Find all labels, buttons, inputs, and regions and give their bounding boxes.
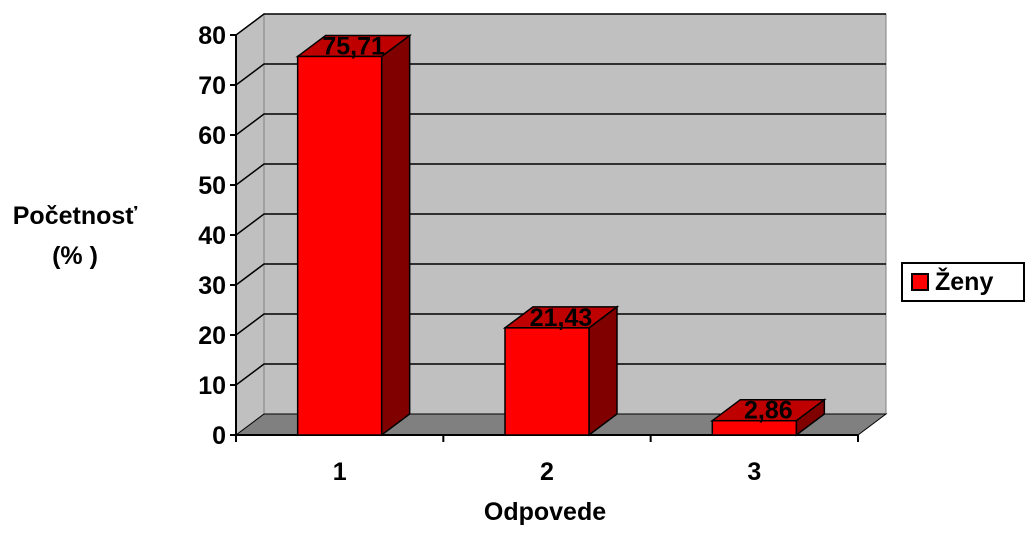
x-axis-title: Odpovede [483,498,607,526]
y-tick-label: 80 [198,22,226,50]
data-label: 2,86 [744,397,793,425]
y-tick-label: 60 [198,122,226,150]
data-label: 75,71 [322,32,385,60]
y-tick-label: 50 [198,172,226,200]
x-tick-label: 3 [747,458,761,486]
x-tick-label: 1 [333,458,347,486]
x-tick-label: 2 [540,458,554,486]
gridline [235,63,886,86]
legend: Ženy [901,262,1025,302]
y-axis-title-line-1: Početnosť [12,202,138,230]
bar [296,55,383,436]
y-axis-title-line-2: (% ) [52,242,98,270]
gridline [235,113,886,136]
gridline [235,263,886,286]
bar [504,327,590,436]
gridline [235,213,886,236]
y-tick-label: 30 [198,272,226,300]
legend-swatch [911,273,929,291]
bar [711,419,798,436]
y-tick-label: 10 [198,372,226,400]
gridline [235,13,886,36]
gridline [235,363,886,386]
gridline [235,313,886,336]
gridline [235,163,886,186]
y-tick-label: 40 [198,222,226,250]
legend-label: Ženy [935,267,994,296]
y-axis-title: Početnosť (% ) [0,196,150,276]
y-tick-label: 0 [212,422,226,450]
data-label: 21,43 [530,304,593,332]
bar-side [380,33,411,437]
bar-side [588,305,618,437]
y-tick-label: 20 [198,322,226,350]
y-tick-label: 70 [198,72,226,100]
